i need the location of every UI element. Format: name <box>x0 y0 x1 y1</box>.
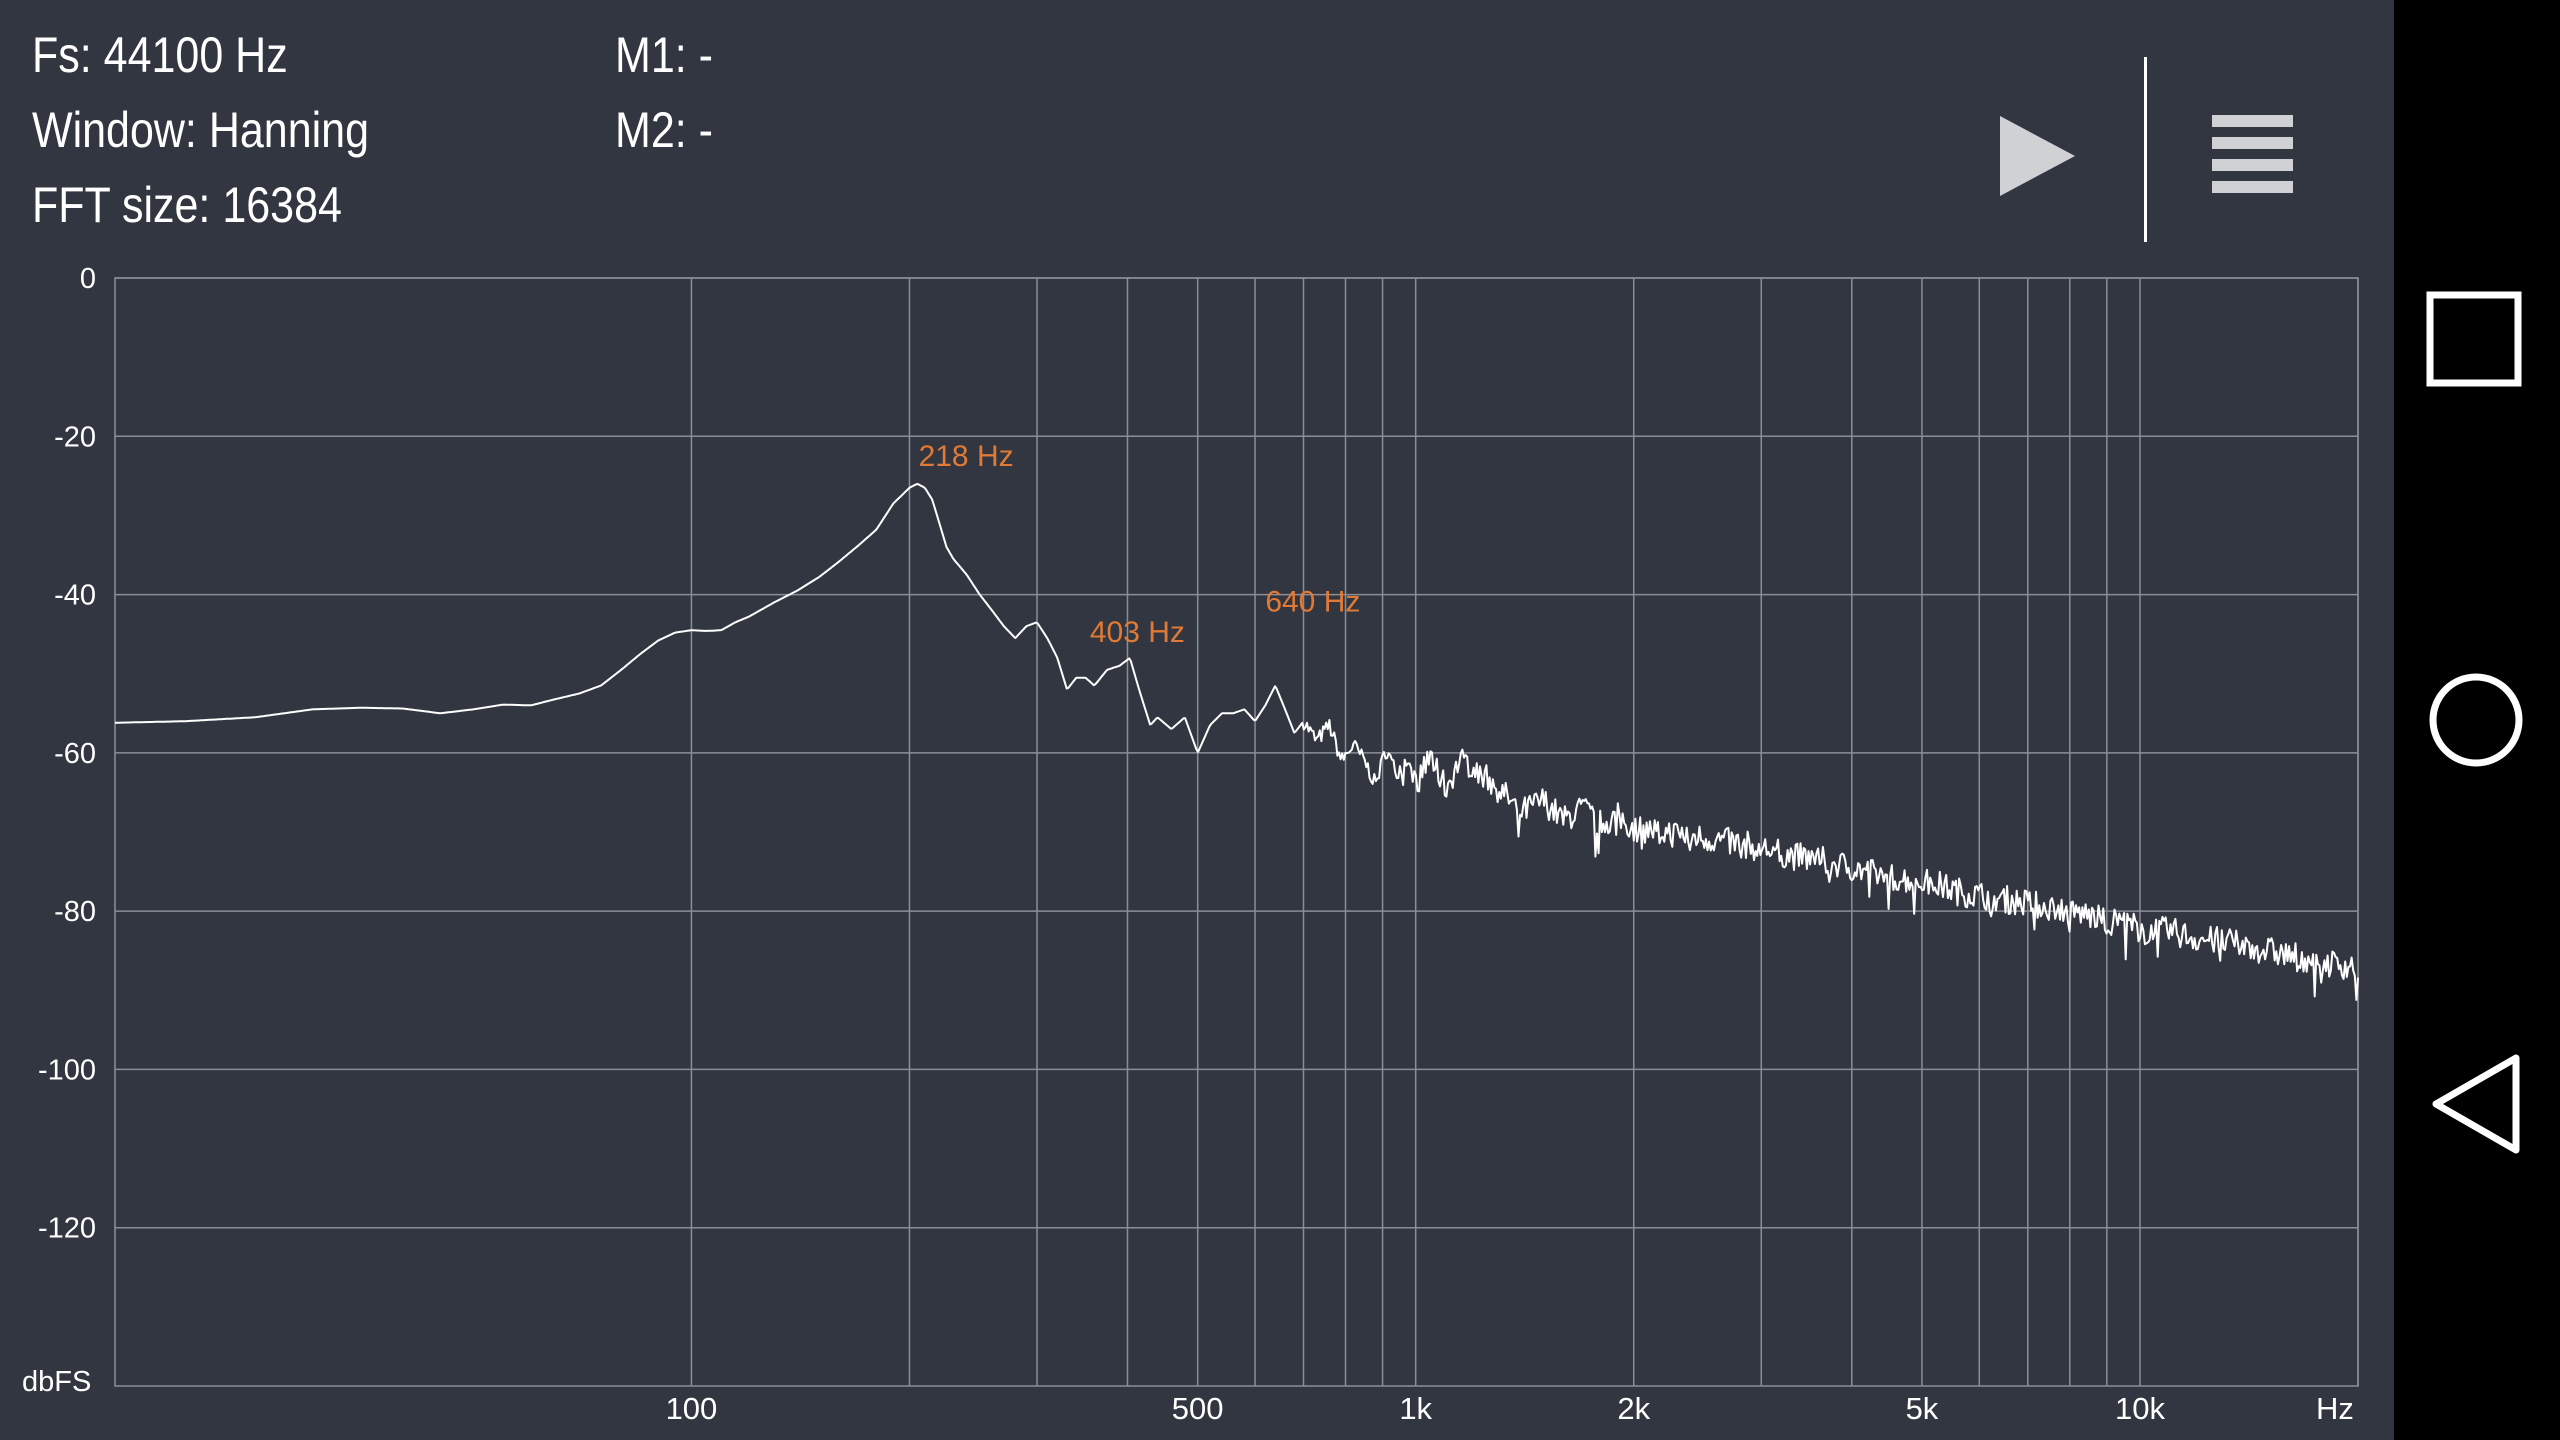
y-tick-label: -120 <box>38 1213 96 1245</box>
y-tick-label: -40 <box>54 580 96 612</box>
play-icon <box>2000 116 2075 196</box>
navigation-bar <box>2394 0 2560 1440</box>
recents-button[interactable] <box>2394 265 2560 415</box>
x-tick-label: 2k <box>1617 1391 1650 1426</box>
y-tick-label: -20 <box>54 421 96 453</box>
x-tick-label: 100 <box>666 1391 718 1426</box>
x-tick-label: 10k <box>2115 1391 2165 1426</box>
spectrum-chart[interactable]: 0 -20 -40 -60 -80 -100 -120 100 500 1k 2k 5k 10k db… <box>0 0 2400 1440</box>
square-icon <box>2426 291 2522 387</box>
y-axis-ticks: 0 -20 -40 -60 -80 -100 -120 <box>38 263 96 1245</box>
x-tick-label: 500 <box>1172 1391 1224 1426</box>
y-tick-label: 0 <box>80 263 96 295</box>
play-button[interactable] <box>1975 100 2095 215</box>
menu-icon <box>2212 115 2293 193</box>
home-button[interactable] <box>2394 645 2560 795</box>
peak-label: 403 Hz <box>1090 616 1185 649</box>
marker-1-label: M1: - <box>615 27 713 83</box>
y-axis-unit-label: dbFS <box>22 1366 91 1398</box>
x-tick-label: 5k <box>1906 1391 1939 1426</box>
x-axis-ticks: 100 500 1k 2k 5k 10k <box>666 1391 2166 1426</box>
spectrum-trace <box>114 483 2359 1001</box>
sample-rate-label: Fs: 44100 Hz <box>32 27 288 83</box>
triangle-back-icon <box>2432 1054 2520 1154</box>
plot-frame <box>114 277 2359 1387</box>
y-tick-label: -80 <box>54 896 96 928</box>
marker-2-label: M2: - <box>615 102 713 158</box>
y-tick-label: -60 <box>54 738 96 770</box>
fft-size-label: FFT size: 16384 <box>32 177 342 233</box>
window-type-label: Window: Hanning <box>32 102 370 158</box>
circle-icon <box>2429 673 2523 767</box>
toolbar-divider <box>2144 57 2147 242</box>
peak-labels: 218 Hz 403 Hz 640 Hz <box>919 440 1361 649</box>
menu-button[interactable] <box>2195 100 2315 215</box>
x-axis-unit-label: Hz <box>2316 1391 2354 1426</box>
peak-label: 218 Hz <box>919 440 1014 473</box>
back-button[interactable] <box>2394 1030 2560 1180</box>
y-tick-label: -100 <box>38 1054 96 1086</box>
peak-label: 640 Hz <box>1265 586 1360 619</box>
spectrum-trace-group <box>114 483 2359 1001</box>
chart-grid <box>114 277 2359 1387</box>
x-tick-label: 1k <box>1399 1391 1432 1426</box>
